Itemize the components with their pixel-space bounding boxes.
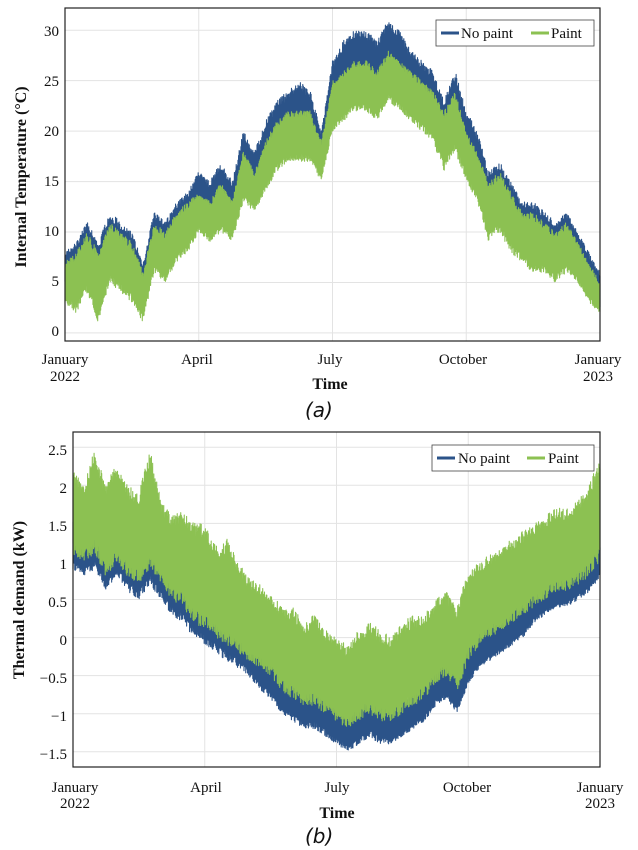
chart-b: −1.5 −1 −0.5 0 0.5 1 1.5 2 2.5 January 2… <box>11 431 624 822</box>
chart-a-y-tick-label: 30 <box>44 24 59 40</box>
chart-a-x-tick-label: April <box>181 352 213 368</box>
chart-a-x-tick-year: 2022 <box>50 369 80 385</box>
chart-b-series-paint-line <box>72 452 601 727</box>
chart-b-x-tick-label: October <box>443 780 491 796</box>
chart-b-x-tick-label: April <box>190 780 222 796</box>
chart-a-x-tick-label: January <box>575 352 622 368</box>
chart-a-legend-no-paint-label: No paint <box>461 26 514 42</box>
chart-a-y-tick-label: 0 <box>52 324 60 340</box>
chart-b-legend-box <box>431 444 595 472</box>
chart-b-legend: No paint Paint <box>431 444 595 472</box>
chart-a-x-axis-title: Time <box>312 376 347 393</box>
chart-b-x-tick-label: January <box>577 780 624 796</box>
chart-a-x-tick-label: January <box>42 352 89 368</box>
chart-b-legend-no-paint-label: No paint <box>458 451 511 467</box>
chart-a-x-ticks: January 2022 April July October January … <box>42 352 622 385</box>
chart-a-y-tick-label: 20 <box>44 124 59 140</box>
chart-b-y-tick-label: −1 <box>51 709 67 725</box>
panel-label-b: (b) <box>305 824 334 848</box>
chart-a: 0 5 10 15 20 25 30 January 2022 April Ju… <box>13 7 622 393</box>
chart-b-y-tick-label: 2.5 <box>48 443 67 459</box>
chart-b-x-tick-year: 2022 <box>60 796 90 812</box>
chart-b-x-tick-label: July <box>324 780 350 796</box>
chart-b-y-tick-label: 0.5 <box>48 595 67 611</box>
chart-a-series-paint-line <box>64 50 601 322</box>
chart-b-y-tick-label: −0.5 <box>40 671 67 687</box>
chart-b-y-tick-label: 1 <box>60 557 68 573</box>
chart-b-y-tick-label: −1.5 <box>40 747 67 763</box>
chart-a-series <box>64 22 601 322</box>
chart-b-x-tick-label: January <box>52 780 99 796</box>
chart-b-frame <box>72 431 601 768</box>
chart-b-x-ticks: January 2022 April July October January … <box>52 780 624 812</box>
chart-a-frame <box>64 7 601 342</box>
chart-a-y-tick-label: 15 <box>44 174 59 190</box>
chart-a-legend-paint-label: Paint <box>551 26 583 42</box>
chart-a-x-tick-label: July <box>317 352 343 368</box>
chart-a-x-tick-label: October <box>439 352 487 368</box>
chart-b-y-tick-label: 1.5 <box>48 519 67 535</box>
chart-a-y-axis-title: Internal Temperature (°C) <box>13 86 30 267</box>
chart-b-y-tick-label: 0 <box>60 633 68 649</box>
chart-a-legend: No paint Paint <box>435 19 595 47</box>
chart-b-x-axis-title: Time <box>319 805 354 822</box>
chart-b-y-axis-title: Thermal demand (kW) <box>11 521 28 679</box>
chart-b-legend-paint-label: Paint <box>548 451 580 467</box>
panel-label-a: (a) <box>305 398 333 422</box>
chart-a-legend-box <box>435 19 595 47</box>
chart-a-y-tick-label: 10 <box>44 224 59 240</box>
chart-a-y-tick-label: 5 <box>52 274 60 290</box>
chart-a-y-tick-label: 25 <box>44 74 59 90</box>
chart-b-y-tick-label: 2 <box>60 481 68 497</box>
chart-a-x-tick-year: 2023 <box>583 369 613 385</box>
chart-b-x-tick-year: 2023 <box>585 796 615 812</box>
chart-a-y-ticks: 0 5 10 15 20 25 30 <box>44 24 59 340</box>
chart-b-series <box>72 452 601 751</box>
chart-b-y-ticks: −1.5 −1 −0.5 0 0.5 1 1.5 2 2.5 <box>40 443 67 763</box>
